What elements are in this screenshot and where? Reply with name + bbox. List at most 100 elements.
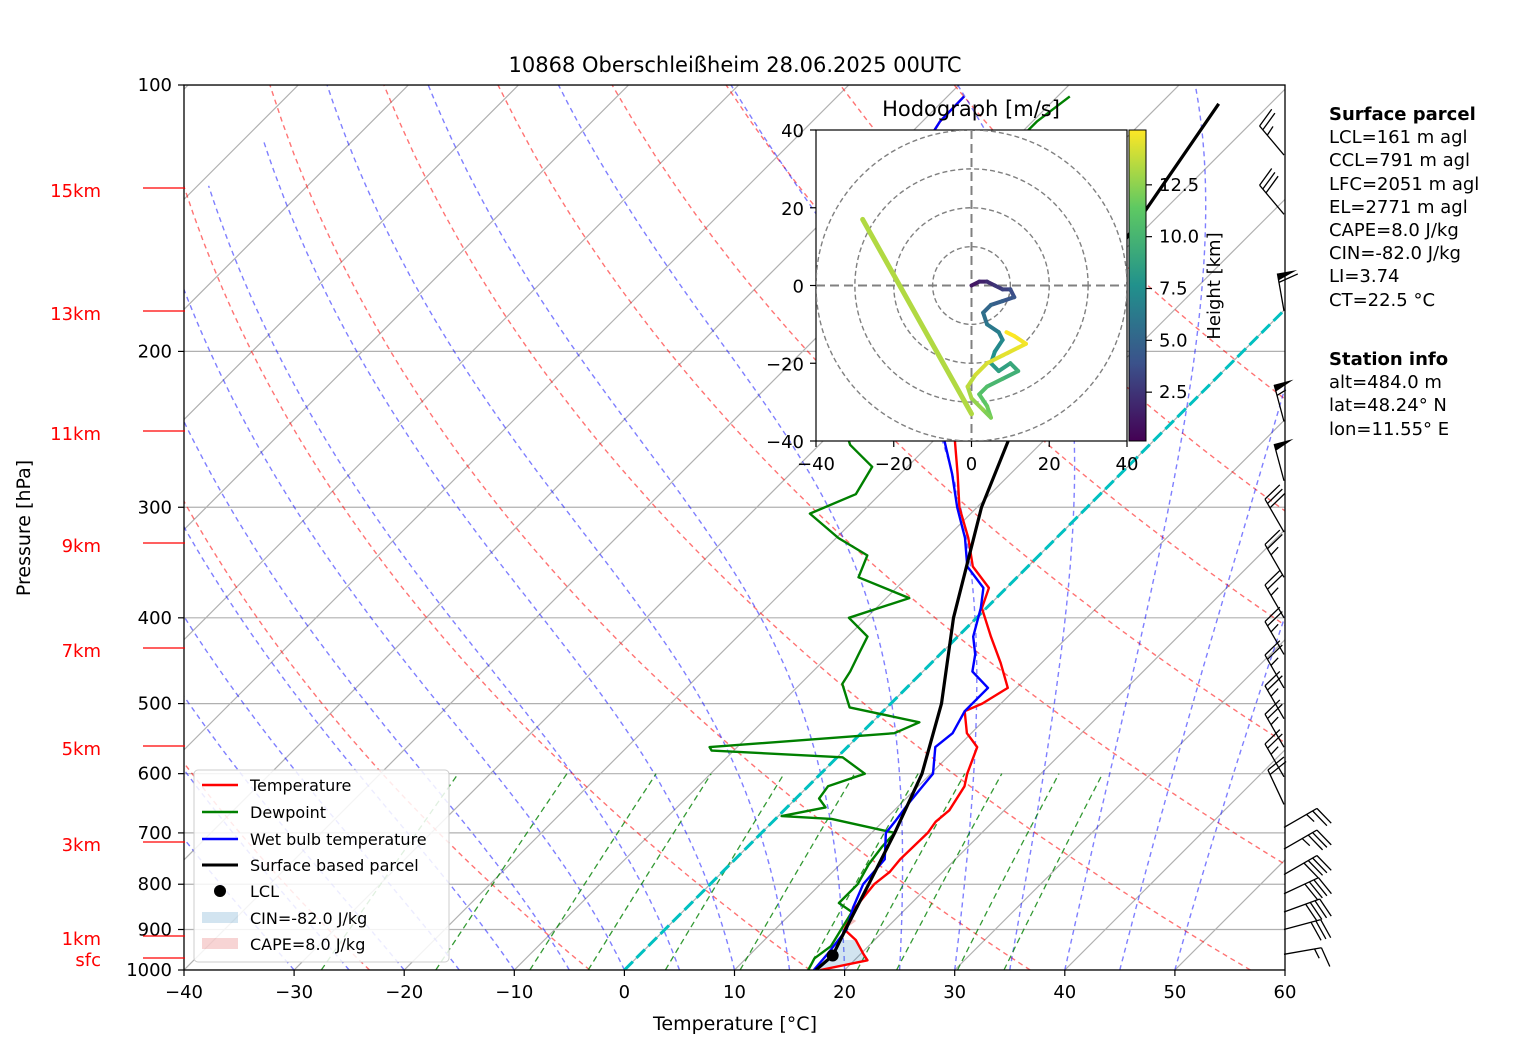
wind-barb [1264, 570, 1285, 619]
barb-full [1316, 807, 1332, 824]
barb-full [1310, 921, 1322, 941]
colorbar-tick-label: 7.5 [1159, 279, 1188, 300]
hodograph-segment [1000, 369, 1021, 381]
barb-full [1307, 834, 1324, 851]
moist-adiabat [1064, 85, 1207, 970]
mixing-ratio-line [856, 773, 966, 970]
dry-adiabat [383, 85, 1251, 970]
barb-half [1270, 546, 1279, 556]
mixing-ratio-line [529, 773, 657, 970]
zero-isotherm-line [623, 307, 1285, 970]
x-axis-label: Temperature [°C] [652, 1013, 817, 1035]
x-axis-ticks: −40 −30 −20 −10 0 10 20 30 40 50 60 [165, 970, 1296, 1003]
colorbar-label: Height [km] [1204, 232, 1225, 339]
legend-cin: CIN=-82.0 J/kg [250, 909, 367, 928]
barb-half [1313, 948, 1320, 959]
station-lat: lat=48.24° N [1329, 395, 1447, 417]
colorbar-tick-label: 10.0 [1159, 227, 1199, 248]
barb-staff [1264, 654, 1285, 689]
hodograph-segment [1000, 345, 1021, 358]
mixing-ratio-line [1003, 773, 1104, 970]
height-label: 5km [62, 739, 101, 760]
barb-full [1319, 898, 1332, 917]
moist-adiabat [1174, 614, 1285, 970]
barb-full [1264, 699, 1281, 715]
y-axis-ticks: 100 200 300 400 500 600 700 800 900 1000 [126, 75, 184, 981]
hodograph-segment [985, 353, 1005, 366]
hodograph-segment [969, 396, 986, 412]
isotherm [184, 85, 740, 641]
legend: Temperature Dewpoint Wet bulb temperatur… [193, 769, 450, 963]
station-alt: alt=484.0 m [1329, 372, 1442, 394]
hodograph-x-tick-label: 0 [966, 454, 977, 475]
legend-lcl: LCL [250, 882, 279, 901]
barb-full [1267, 611, 1283, 627]
isotherm [184, 85, 519, 421]
barb-full [1313, 879, 1328, 897]
barb-full [1264, 529, 1281, 545]
moist-adiabat [184, 287, 626, 970]
barb-full [1312, 832, 1328, 848]
station-lon: lon=11.55° E [1329, 418, 1450, 440]
barb-staff [1283, 807, 1318, 828]
barb-full [1259, 168, 1273, 186]
hodograph-title: Hodograph [m/s] [882, 97, 1060, 121]
wind-barb [1283, 898, 1332, 922]
barb-full [1320, 947, 1331, 967]
x-tick-label: −20 [385, 982, 423, 1003]
mixing-ratio-line [587, 773, 712, 970]
barb-half [1306, 813, 1315, 823]
isotherm [184, 85, 409, 311]
barb-pennant [1274, 438, 1294, 451]
chart-title: 10868 Oberschleißheim 28.06.2025 00UTC [509, 53, 962, 77]
hodograph-y-tick-label: −40 [766, 432, 804, 453]
wind-barb [1259, 168, 1285, 215]
hodograph-segment [988, 299, 1005, 307]
barb-staff [1283, 898, 1320, 913]
isotherm [513, 198, 1285, 970]
barb-full [1316, 855, 1332, 871]
hodograph-x-tick-label: −20 [875, 454, 913, 475]
info-ct: CT=22.5 °C [1329, 289, 1436, 311]
hodograph-y-tick-label: 40 [781, 121, 804, 142]
x-tick-label: 10 [723, 982, 746, 1003]
y-tick-label: 800 [138, 874, 172, 895]
y-tick-label: 600 [138, 764, 172, 785]
barb-full [1262, 112, 1276, 131]
barb-full [1312, 810, 1328, 827]
y-tick-label: 300 [138, 497, 172, 518]
barb-full [1267, 675, 1283, 691]
y-tick-label: 1000 [126, 960, 172, 981]
height-label: 15km [50, 181, 101, 202]
y-tick-label: 900 [138, 920, 172, 941]
wind-barb [1264, 529, 1285, 578]
info-li: LI=3.74 [1329, 266, 1400, 288]
barb-full [1316, 829, 1332, 846]
moist-adiabat [262, 138, 736, 970]
hodograph-segment [981, 310, 990, 327]
barb-full [1262, 171, 1276, 190]
moist-adiabat [184, 768, 350, 970]
barb-full [1307, 860, 1324, 876]
height-label: 7km [62, 641, 101, 662]
barb-full [1269, 493, 1286, 509]
barb-full [1320, 919, 1332, 939]
hodograph-segment [985, 322, 1001, 335]
barb-half [1270, 587, 1279, 596]
barb-full [1264, 484, 1281, 500]
info-el: EL=2771 m agl [1329, 196, 1468, 218]
x-tick-label: 50 [1163, 982, 1186, 1003]
isotherm [184, 85, 630, 531]
wind-barb [1283, 829, 1332, 851]
barb-half [1270, 623, 1279, 633]
barb-full [1305, 903, 1318, 922]
wind-barb [1283, 807, 1332, 828]
wind-barb [1264, 606, 1285, 655]
mixing-ratio-line [664, 773, 785, 970]
wind-barbs [1259, 108, 1332, 967]
x-tick-label: −30 [275, 982, 313, 1003]
hodograph-segment [977, 392, 990, 409]
station-info-panel: Station info alt=484.0 m lat=48.24° N lo… [1329, 348, 1449, 441]
